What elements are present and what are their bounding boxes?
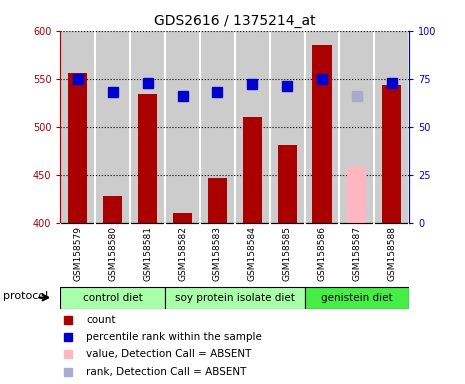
Text: rank, Detection Call = ABSENT: rank, Detection Call = ABSENT — [86, 366, 246, 377]
Bar — [208, 178, 227, 223]
Text: GSM158586: GSM158586 — [318, 226, 326, 281]
FancyBboxPatch shape — [305, 286, 409, 309]
Text: GSM158580: GSM158580 — [108, 226, 117, 281]
Bar — [382, 86, 401, 223]
Bar — [347, 167, 366, 223]
Bar — [103, 196, 122, 223]
Bar — [243, 117, 262, 223]
Text: GSM158585: GSM158585 — [283, 226, 292, 281]
Text: GSM158588: GSM158588 — [387, 226, 396, 281]
Text: GSM158581: GSM158581 — [143, 226, 152, 281]
Bar — [278, 145, 297, 223]
FancyBboxPatch shape — [60, 286, 165, 309]
Text: GSM158579: GSM158579 — [73, 226, 82, 281]
Text: genistein diet: genistein diet — [321, 293, 393, 303]
Text: soy protein isolate diet: soy protein isolate diet — [175, 293, 295, 303]
Text: count: count — [86, 314, 116, 325]
Text: value, Detection Call = ABSENT: value, Detection Call = ABSENT — [86, 349, 252, 359]
Title: GDS2616 / 1375214_at: GDS2616 / 1375214_at — [154, 14, 316, 28]
Bar — [312, 45, 332, 223]
Text: GSM158587: GSM158587 — [352, 226, 361, 281]
Text: GSM158582: GSM158582 — [178, 226, 187, 281]
Text: protocol: protocol — [3, 291, 48, 301]
Text: percentile rank within the sample: percentile rank within the sample — [86, 332, 262, 342]
Text: GSM158584: GSM158584 — [248, 226, 257, 281]
Bar — [68, 73, 87, 223]
FancyBboxPatch shape — [165, 286, 305, 309]
Bar — [173, 213, 192, 223]
Text: control diet: control diet — [83, 293, 143, 303]
Text: GSM158583: GSM158583 — [213, 226, 222, 281]
Bar — [138, 94, 157, 223]
